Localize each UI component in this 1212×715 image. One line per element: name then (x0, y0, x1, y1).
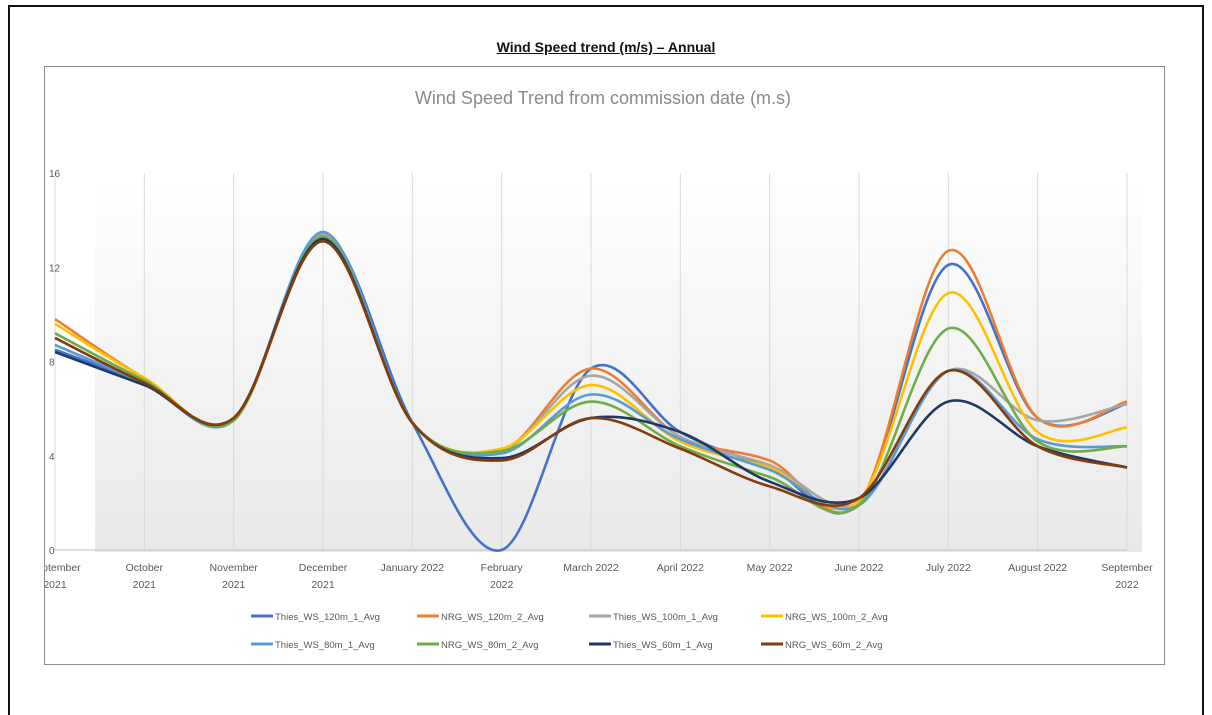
x-tick-label: March 2022 (563, 562, 619, 574)
y-tick-label: 8 (49, 358, 55, 369)
x-tick-label: June 2022 (834, 562, 883, 574)
chart-title: Wind Speed Trend from commission date (m… (415, 88, 791, 108)
x-tick-label: September 2022 (1101, 562, 1153, 591)
x-tick-label: February 2022 (481, 562, 524, 591)
series-line-6 (54, 235, 1128, 514)
x-tick-label: November 2021 (209, 562, 258, 591)
x-tick-label: January 2022 (381, 562, 445, 574)
legend-label: NRG_WS_60m_2_Avg (785, 640, 883, 651)
series-lines (54, 230, 1128, 552)
legend-label: NRG_WS_100m_2_Avg (785, 612, 888, 623)
legend: Thies_WS_120m_1_Avg NRG_WS_120m_2_Avg Thie… (251, 612, 888, 651)
line-chart: Wind Speed Trend from commission date (m… (45, 88, 1153, 651)
x-tick-label: October 2021 (126, 562, 164, 591)
series-line-8 (54, 240, 1128, 507)
y-tick-label: 4 (49, 452, 55, 463)
document-title: Wind Speed trend (m/s) – Annual (496, 39, 716, 55)
x-tick-label: December 2021 (299, 562, 348, 591)
chart-area: Wind Speed Trend from commission date (m… (44, 66, 1165, 665)
x-tick-label: July 2022 (926, 562, 971, 574)
plot-background (95, 174, 1142, 552)
legend-label: NRG_WS_80m_2_Avg (441, 640, 539, 651)
legend-label: Thies_WS_120m_1_Avg (275, 612, 380, 623)
legend-label: Thies_WS_80m_1_Avg (275, 640, 375, 651)
y-tick-label: 16 (49, 169, 61, 180)
x-tick-label: August 2022 (1008, 562, 1067, 574)
y-tick-label: 0 (49, 546, 55, 557)
document-frame (8, 5, 1204, 715)
y-axis-ticks: 0 4 8 12 16 (49, 169, 61, 557)
legend-label: NRG_WS_120m_2_Avg (441, 612, 544, 623)
gridlines (54, 173, 1128, 551)
x-tick-label: September2021 (45, 562, 81, 591)
x-tick-label: April 2022 (657, 562, 704, 574)
x-tick-label: May 2022 (747, 562, 793, 574)
legend-label: Thies_WS_60m_1_Avg (613, 640, 713, 651)
y-tick-label: 12 (49, 263, 61, 274)
legend-label: Thies_WS_100m_1_Avg (613, 612, 718, 623)
